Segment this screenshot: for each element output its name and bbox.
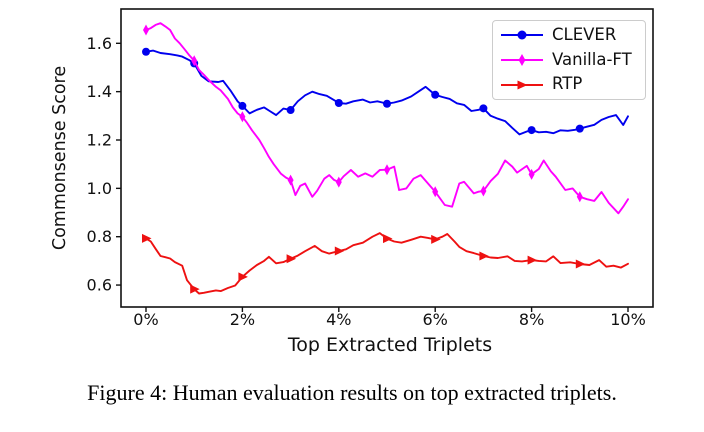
x-tick-label: 10% xyxy=(610,310,646,329)
series-marker-rtp xyxy=(142,233,152,243)
series-marker-vanilla-ft xyxy=(528,168,535,180)
legend-label: CLEVER xyxy=(552,25,617,45)
series-marker-rtp xyxy=(190,284,200,294)
series-marker-rtp xyxy=(383,234,393,244)
series-marker-rtp xyxy=(238,272,248,282)
series-marker-vanilla-ft xyxy=(287,174,294,186)
series-marker-vanilla-ft xyxy=(143,24,149,36)
x-tick-label: 8% xyxy=(519,310,544,329)
legend-thin-diamond-icon xyxy=(501,53,543,66)
series-marker-rtp xyxy=(334,246,345,256)
y-tick-label: 0.8 xyxy=(87,227,112,246)
series-marker-vanilla-ft xyxy=(335,176,342,188)
y-tick-label: 1.6 xyxy=(87,34,112,53)
series-marker-clever xyxy=(575,124,584,133)
series-marker-rtp xyxy=(527,255,538,265)
x-tick-label: 2% xyxy=(230,310,255,329)
legend-circle-icon xyxy=(501,30,543,40)
y-tick-label: 1.4 xyxy=(87,82,112,101)
series-marker-vanilla-ft xyxy=(576,191,583,203)
x-tick-label: 4% xyxy=(326,310,351,329)
y-tick-label: 0.6 xyxy=(87,276,112,295)
series-marker-vanilla-ft xyxy=(384,164,390,176)
legend-label: RTP xyxy=(552,74,583,94)
legend-triangle-right-icon xyxy=(501,80,543,90)
legend-box: CLEVER Vanilla-FT RTP xyxy=(492,20,646,100)
series-marker-clever xyxy=(238,101,247,110)
legend-label: Vanilla-FT xyxy=(552,49,632,69)
x-tick-label: 0% xyxy=(133,310,158,329)
series-marker-clever xyxy=(142,47,150,56)
series-marker-clever xyxy=(431,90,440,99)
series-marker-vanilla-ft xyxy=(239,111,246,123)
series-marker-clever xyxy=(383,99,391,108)
x-axis-label: Top Extracted Triplets xyxy=(287,334,493,356)
series-marker-rtp xyxy=(479,251,489,261)
series-marker-rtp xyxy=(286,254,297,264)
series-marker-rtp xyxy=(575,259,586,269)
x-tick-label: 6% xyxy=(423,310,448,329)
series-marker-clever xyxy=(479,104,488,113)
series-marker-rtp xyxy=(431,234,441,244)
series-marker-clever xyxy=(286,106,295,115)
legend-item-clever: CLEVER xyxy=(499,24,639,46)
series-marker-vanilla-ft xyxy=(191,55,198,67)
series-line-vanilla-ft xyxy=(145,22,629,215)
legend-item-rtp: RTP xyxy=(499,74,639,96)
y-tick-label: 1.2 xyxy=(87,131,112,150)
series-marker-clever xyxy=(527,126,536,135)
y-tick-label: 1.0 xyxy=(87,179,112,198)
series-marker-clever xyxy=(334,99,343,108)
figure-caption: Figure 4: Human evaluation results on to… xyxy=(87,380,617,405)
series-marker-vanilla-ft xyxy=(432,186,439,198)
series-line-rtp xyxy=(145,232,629,295)
series-marker-vanilla-ft xyxy=(480,185,487,197)
axes-frame xyxy=(120,8,654,308)
legend-item-vanilla-ft: Vanilla-FT xyxy=(499,49,639,71)
y-axis-label: Commonsense Score xyxy=(50,65,70,251)
